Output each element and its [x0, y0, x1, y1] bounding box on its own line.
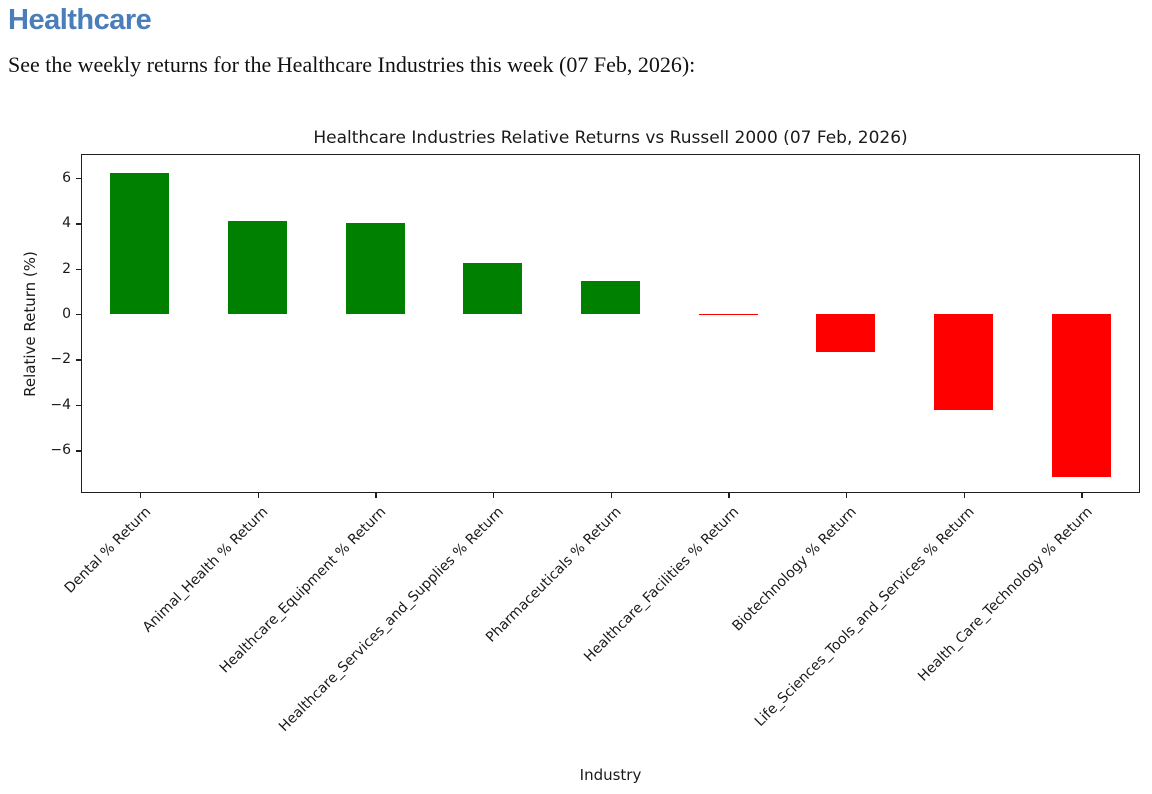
page-title: Healthcare [8, 4, 152, 36]
y-axis-label: Relative Return (%) [21, 250, 39, 397]
y-tick-label: −2 [50, 351, 71, 368]
y-axis-tick [76, 404, 81, 407]
y-tick-label: 6 [62, 169, 71, 186]
y-tick-label: 2 [62, 260, 71, 277]
x-tick-label: Life_Sciences_Tools_and_Services % Retur… [752, 504, 978, 730]
x-axis-tick [845, 493, 848, 498]
x-axis-tick [610, 493, 613, 498]
x-axis-label: Industry [579, 766, 642, 784]
y-axis-tick [76, 359, 81, 361]
y-axis-tick [76, 449, 81, 452]
y-tick-label: −4 [50, 396, 71, 413]
x-axis-tick [1081, 493, 1083, 498]
bar [698, 313, 758, 316]
chart-title: Healthcare Industries Relative Returns v… [313, 128, 908, 148]
x-tick-label: Healthcare_Services_and_Supplies % Retur… [276, 504, 508, 735]
x-tick-label: Animal_Health % Return [140, 504, 272, 636]
x-tick-label: Biotechnology % Return [729, 504, 861, 635]
bar [581, 280, 640, 314]
y-tick-label: 4 [62, 215, 71, 232]
intro-text: See the weekly returns for the Healthcar… [8, 52, 696, 77]
x-axis-tick [492, 493, 495, 498]
y-axis-tick [76, 177, 81, 180]
x-axis-tick [728, 493, 730, 498]
bar [228, 220, 287, 314]
y-axis-tick [76, 313, 81, 316]
x-tick-label: Dental % Return [61, 504, 155, 597]
bar [463, 262, 523, 314]
x-axis-tick [963, 493, 966, 498]
x-axis-tick [257, 493, 260, 498]
x-tick-label: Pharmaceuticals % Return [483, 504, 625, 646]
bar [934, 313, 993, 411]
bar [110, 173, 170, 314]
bar [345, 223, 405, 314]
x-axis-tick [375, 493, 377, 498]
y-axis-tick [76, 223, 81, 225]
x-axis-tick [139, 493, 142, 498]
bar [1051, 313, 1111, 478]
y-tick-label: 0 [62, 305, 71, 322]
y-tick-label: −6 [50, 441, 71, 458]
bar [816, 313, 876, 353]
y-axis-tick [76, 268, 81, 271]
